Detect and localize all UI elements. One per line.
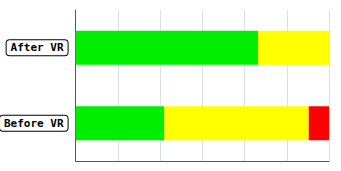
- svg-text:After VR: After VR: [11, 41, 64, 54]
- svg-text:Before VR: Before VR: [4, 117, 64, 130]
